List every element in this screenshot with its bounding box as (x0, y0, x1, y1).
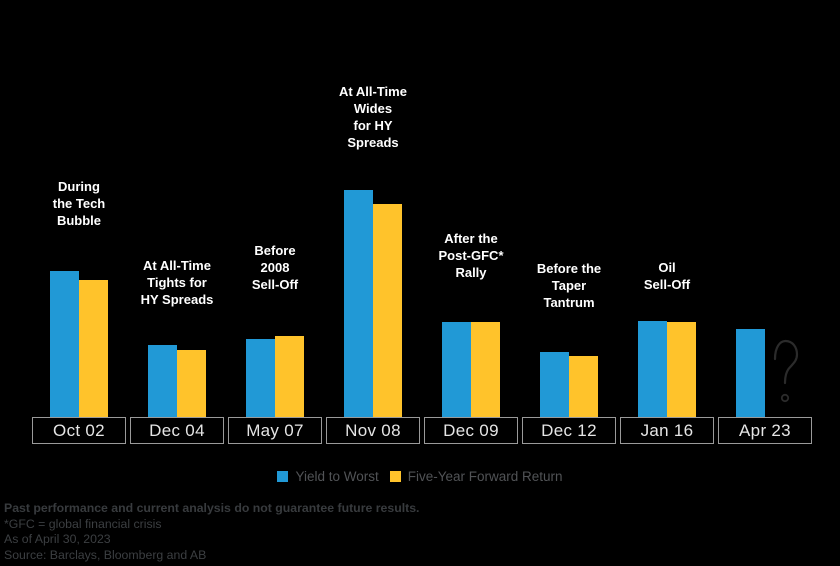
category-annotation: At All-Time Wides for HY Spreads (339, 84, 407, 150)
bar-yield-to-worst (344, 190, 373, 417)
legend-label-forward-return: Five-Year Forward Return (407, 469, 563, 484)
bar-five-year-forward-return (373, 204, 402, 417)
legend-label-yield-to-worst: Yield to Worst (295, 469, 379, 484)
category-annotation: After the Post-GFC* Rally (438, 231, 504, 280)
category-annotation: At All-Time Tights for HY Spreads (140, 258, 214, 307)
bar-five-year-forward-return (177, 350, 206, 417)
footer-footnote: *GFC = global financial crisis (4, 516, 162, 531)
footer: Past performance and current analysis do… (4, 501, 419, 563)
x-axis-label-box: Jan 16 (620, 417, 714, 444)
bar-yield-to-worst (148, 345, 177, 417)
footer-as-of-date: As of April 30, 2023 (4, 532, 111, 546)
footer-source: Source: Barclays, Bloomberg and AB (4, 547, 207, 562)
bar-yield-to-worst (442, 322, 471, 417)
bar-five-year-forward-return (471, 322, 500, 417)
legend-item-yield-to-worst: Yield to Worst (277, 469, 379, 484)
category-annotation: Before 2008 Sell-Off (251, 243, 299, 292)
question-mark-icon (773, 339, 799, 403)
x-axis-label-box: Dec 04 (130, 417, 224, 444)
bar-yield-to-worst (638, 321, 667, 417)
bar-five-year-forward-return (275, 336, 304, 417)
forward-return-swatch-icon (389, 471, 401, 482)
category-annotation: Before the Taper Tantrum (536, 261, 602, 310)
x-axis-label-box: Apr 23 (718, 417, 812, 444)
category-annotation: Oil Sell-Off (643, 260, 691, 292)
x-axis-label-box: Oct 02 (32, 417, 126, 444)
x-axis-label-box: Dec 12 (522, 417, 616, 444)
bar-five-year-forward-return (667, 322, 696, 417)
x-axis-label-box: Dec 09 (424, 417, 518, 444)
bar-yield-to-worst (736, 329, 765, 417)
legend-item-forward-return: Five-Year Forward Return (389, 469, 563, 484)
bar-yield-to-worst (50, 271, 79, 417)
category-annotation: During the Tech Bubble (52, 179, 106, 228)
x-axis-label-box: Nov 08 (326, 417, 420, 444)
footer-disclaimer: Past performance and current analysis do… (4, 501, 420, 515)
bar-yield-to-worst (540, 352, 569, 417)
x-axis-label-box: May 07 (228, 417, 322, 444)
bar-five-year-forward-return (79, 280, 108, 417)
yield-to-worst-swatch-icon (277, 471, 289, 482)
legend: Yield to Worst Five-Year Forward Return (0, 469, 840, 484)
bar-yield-to-worst (246, 339, 275, 417)
bar-five-year-forward-return (569, 356, 598, 417)
